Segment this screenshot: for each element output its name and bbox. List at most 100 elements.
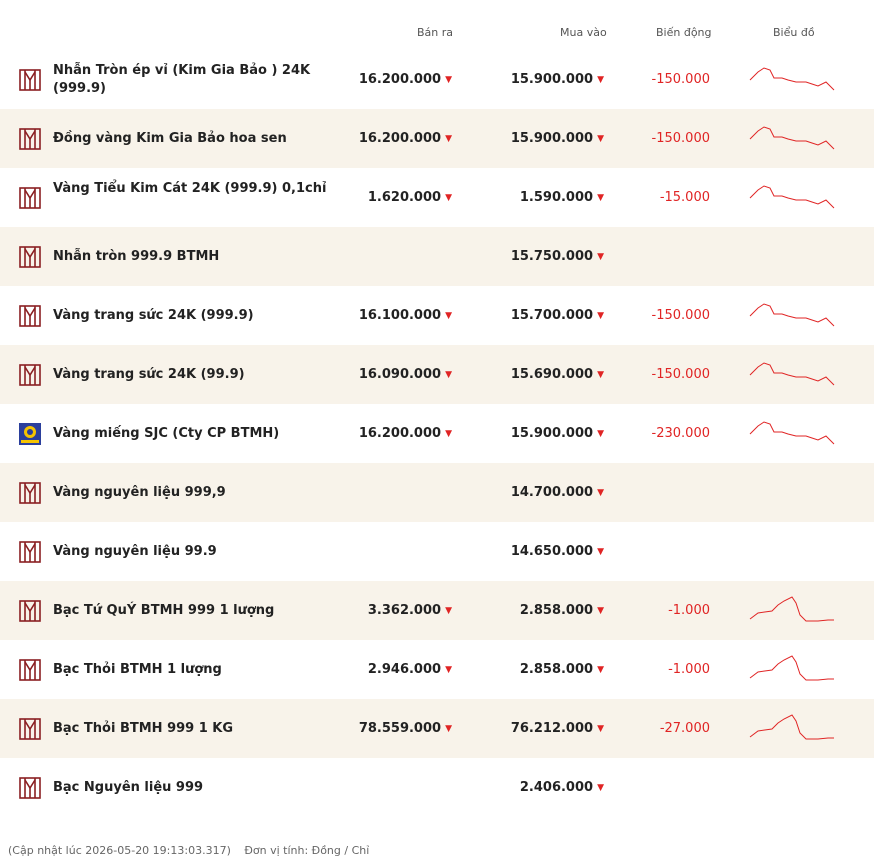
down-arrow-icon: ▼ [597, 783, 604, 793]
chart-column-header: Biểu đồ [773, 26, 815, 39]
trend-sparkline[interactable] [748, 589, 836, 629]
down-arrow-icon: ▼ [597, 370, 604, 380]
price-change: -1.000 [668, 662, 710, 677]
product-name: Bạc Thỏi BTMH 1 lượng [53, 662, 222, 677]
buy-price-value: 15.700.000 [510, 308, 594, 323]
buy-price-value: 14.650.000 [510, 544, 594, 559]
sell-price-value: 16.200.000 [358, 426, 442, 441]
down-arrow-icon: ▼ [597, 193, 604, 203]
buy-price: 76.212.000 ▼ [511, 721, 604, 736]
sell-price: 16.200.000 ▼ [359, 426, 452, 441]
btmh-logo-icon [18, 127, 42, 151]
buy-price: 2.406.000 ▼ [520, 780, 604, 795]
trend-sparkline[interactable] [748, 117, 836, 157]
product-name: Vàng miếng SJC (Cty CP BTMH) [53, 426, 280, 441]
trend-sparkline[interactable] [748, 176, 836, 216]
table-row: Vàng Tiểu Kim Cát 24K (999.9) 0,1chỉ 1.62… [0, 168, 874, 227]
trend-sparkline[interactable] [748, 58, 836, 98]
table-footer: (Cập nhật lúc 2026-05-20 19:13:03.317) Đ… [8, 844, 379, 857]
buy-price: 2.858.000 ▼ [520, 603, 604, 618]
product-name: Nhẫn tròn 999.9 BTMH [53, 249, 220, 264]
btmh-logo-icon [18, 186, 42, 210]
price-change: -15.000 [659, 190, 710, 205]
trend-sparkline[interactable] [748, 648, 836, 688]
table-row: Vàng trang sức 24K (99.9) 16.090.000 ▼ 15.6… [0, 345, 874, 404]
sell-price: 1.620.000 ▼ [368, 190, 452, 205]
product-name: Bạc Nguyên liệu 999 [53, 780, 204, 795]
down-arrow-icon: ▼ [597, 724, 604, 734]
buy-price-value: 15.690.000 [510, 367, 594, 382]
sell-price: 16.090.000 ▼ [359, 367, 452, 382]
sell-price-value: 16.100.000 [358, 308, 442, 323]
buy-price-value: 15.900.000 [510, 131, 594, 146]
table-row: Bạc Tứ QuÝ BTMH 999 1 lượng 3.362.000 ▼ 2.8… [0, 581, 874, 640]
trend-sparkline[interactable] [748, 707, 836, 747]
buy-price: 2.858.000 ▼ [520, 662, 604, 677]
buy-price: 15.750.000 ▼ [511, 249, 604, 264]
sell-price-value: 16.090.000 [358, 367, 442, 382]
down-arrow-icon: ▼ [597, 665, 604, 675]
down-arrow-icon: ▼ [445, 75, 452, 85]
table-row: Vàng miếng SJC (Cty CP BTMH) 16.200.000 ▼ 1… [0, 404, 874, 463]
table-row: Vàng nguyên liệu 999,9 14.700.000 ▼ [0, 463, 874, 522]
table-row: Vàng nguyên liệu 99.9 14.650.000 ▼ [0, 522, 874, 581]
buy-price: 15.900.000 ▼ [511, 426, 604, 441]
table-row: Bạc Nguyên liệu 999 2.406.000 ▼ [0, 758, 874, 817]
trend-sparkline[interactable] [748, 353, 836, 393]
sell-price: 3.362.000 ▼ [368, 603, 452, 618]
trend-sparkline[interactable] [748, 412, 836, 452]
btmh-logo-icon [18, 717, 42, 741]
price-change: -230.000 [651, 426, 710, 441]
btmh-logo-icon [18, 245, 42, 269]
btmh-logo-icon [18, 68, 42, 92]
sell-price-value: 2.946.000 [367, 662, 442, 677]
product-name: Đồng vàng Kim Gia Bảo hoa sen [53, 131, 287, 146]
sell-price-value: 3.362.000 [367, 603, 442, 618]
btmh-logo-icon [18, 363, 42, 387]
down-arrow-icon: ▼ [445, 193, 452, 203]
buy-price-value: 2.858.000 [519, 603, 594, 618]
btmh-logo-icon [18, 658, 42, 682]
down-arrow-icon: ▼ [597, 488, 604, 498]
btmh-logo-icon [18, 599, 42, 623]
table-row: Bạc Thỏi BTMH 999 1 KG 78.559.000 ▼ 76.212.… [0, 699, 874, 758]
buy-price: 14.650.000 ▼ [511, 544, 604, 559]
buy-column-header: Mua vào [560, 26, 607, 39]
buy-price-value: 1.590.000 [519, 190, 594, 205]
product-name: Vàng trang sức 24K (99.9) [53, 367, 245, 382]
buy-price: 1.590.000 ▼ [520, 190, 604, 205]
down-arrow-icon: ▼ [597, 75, 604, 85]
price-change: -27.000 [659, 721, 710, 736]
buy-price-value: 2.406.000 [519, 780, 594, 795]
down-arrow-icon: ▼ [597, 606, 604, 616]
table-row: Nhẫn tròn 999.9 BTMH 15.750.000 ▼ [0, 227, 874, 286]
table-row: Bạc Thỏi BTMH 1 lượng 2.946.000 ▼ 2.858.000… [0, 640, 874, 699]
buy-price-value: 2.858.000 [519, 662, 594, 677]
product-name: Vàng nguyên liệu 99.9 [53, 544, 217, 559]
price-change: -150.000 [651, 72, 710, 87]
change-column-header: Biến động [656, 26, 712, 39]
down-arrow-icon: ▼ [597, 429, 604, 439]
buy-price-value: 15.900.000 [510, 72, 594, 87]
btmh-logo-icon [18, 304, 42, 328]
price-change: -150.000 [651, 367, 710, 382]
buy-price: 15.900.000 ▼ [511, 72, 604, 87]
down-arrow-icon: ▼ [445, 134, 452, 144]
product-name: Vàng trang sức 24K (999.9) [53, 308, 254, 323]
table-header: Bán ra Mua vào Biến động Biểu đồ [0, 0, 874, 50]
down-arrow-icon: ▼ [445, 429, 452, 439]
trend-sparkline[interactable] [748, 294, 836, 334]
down-arrow-icon: ▼ [445, 370, 452, 380]
sell-price: 2.946.000 ▼ [368, 662, 452, 677]
sell-price: 78.559.000 ▼ [359, 721, 452, 736]
unit-note: Đơn vị tính: Đồng / Chỉ [244, 844, 370, 857]
price-change: -150.000 [651, 308, 710, 323]
table-row: Đồng vàng Kim Gia Bảo hoa sen 16.200.000 ▼… [0, 109, 874, 168]
buy-price-value: 76.212.000 [510, 721, 594, 736]
down-arrow-icon: ▼ [445, 665, 452, 675]
product-name: Bạc Thỏi BTMH 999 1 KG [53, 721, 234, 736]
sell-price: 16.100.000 ▼ [359, 308, 452, 323]
sell-price: 16.200.000 ▼ [359, 72, 452, 87]
sell-price-value: 1.620.000 [367, 190, 442, 205]
btmh-logo-icon [18, 540, 42, 564]
